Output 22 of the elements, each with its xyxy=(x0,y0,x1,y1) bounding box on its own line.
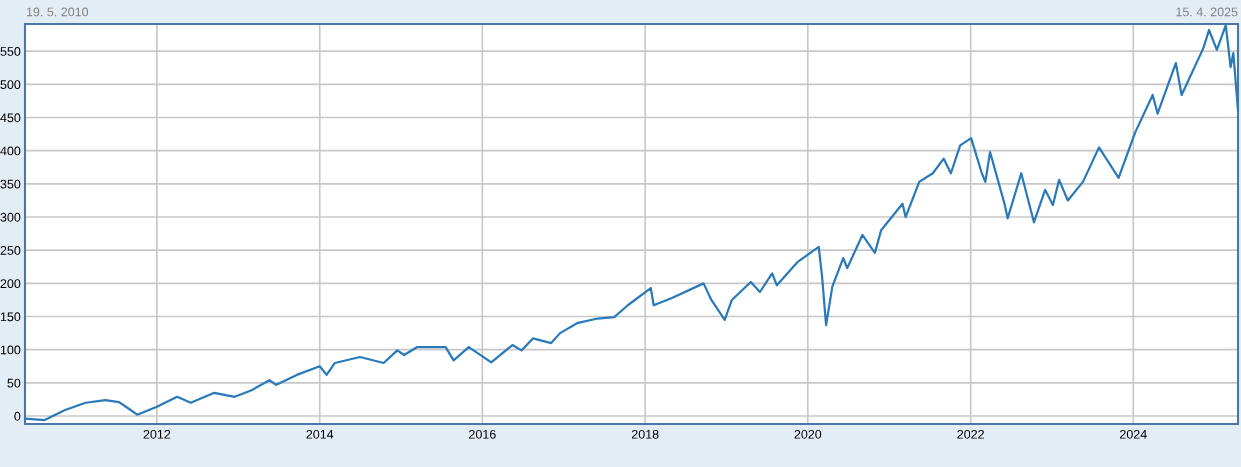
y-tick-label: 450 xyxy=(0,113,21,123)
x-tick-label: 2016 xyxy=(469,429,496,439)
x-tick-label: 2024 xyxy=(1120,429,1147,439)
line-series xyxy=(23,24,1240,422)
x-tick-label: 2022 xyxy=(957,429,984,439)
y-tick-label: 250 xyxy=(0,246,21,255)
y-tick-label: 150 xyxy=(0,312,21,322)
y-tick-label: 300 xyxy=(0,212,21,222)
y-tick-label: 0 xyxy=(14,411,21,421)
y-tick-label: 500 xyxy=(0,80,21,90)
y-tick-label: 50 xyxy=(7,378,21,388)
text: 15. 4. 2025 xyxy=(1176,7,1238,17)
text: 19. 5. 2010 xyxy=(26,7,89,17)
y-tick-label: 350 xyxy=(0,179,21,189)
y-tick-label: 400 xyxy=(0,146,21,156)
x-tick-label: 2014 xyxy=(306,429,334,439)
y-tick-label: 100 xyxy=(0,345,21,355)
x-tick-label: 2012 xyxy=(143,429,171,439)
y-tick-label: 550 xyxy=(0,47,21,56)
y-tick-label: 200 xyxy=(0,279,21,289)
x-tick-label: 2020 xyxy=(794,429,822,439)
x-tick-label: 2018 xyxy=(631,429,659,439)
